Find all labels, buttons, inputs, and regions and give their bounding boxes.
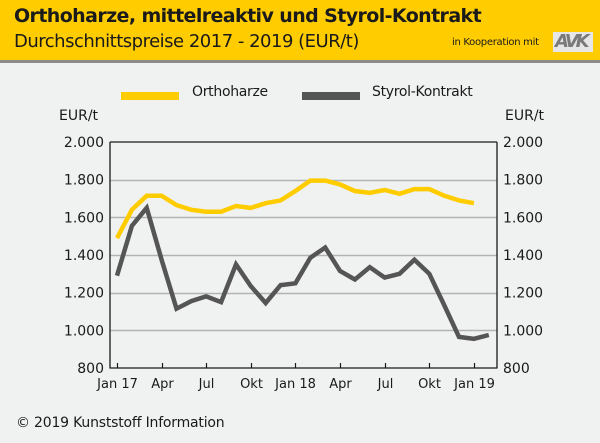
x-tick-label: Jul [377, 377, 394, 392]
x-tick-label: Jul [198, 377, 215, 392]
axis-labels: 800 800 1.000 1.000 1.200 1.200 1.400 1.400 1.60… [64, 135, 543, 392]
y-tick-label-left: 1.800 [64, 173, 104, 189]
x-tick-label: Jan 19 [453, 377, 495, 392]
y-tick-label-left: 1.400 [64, 248, 104, 264]
chart-title: Orthoharze, mittelreaktiv und Styrol-Kon… [14, 5, 482, 27]
chart-subtitle: Durchschnittspreise 2017 - 2019 (EUR/t) [14, 31, 359, 52]
gridlines [110, 179, 497, 332]
x-tick-label: Apr [151, 377, 174, 392]
y-tick-label-right: 2.000 [503, 135, 543, 151]
y-tick-label-left: 1.000 [64, 323, 104, 339]
avk-logo: AVK [553, 31, 593, 52]
x-tick-label: Jan 17 [96, 377, 138, 392]
x-tick-label: Okt [240, 377, 263, 392]
x-tick-label: Okt [418, 377, 441, 392]
y-tick-label-left: 800 [77, 361, 104, 377]
y-tick-label-right: 1.400 [503, 248, 543, 264]
legend-label-styrol: Styrol-Kontrakt [372, 84, 473, 100]
cooperation-text: in Kooperation mit [452, 37, 539, 48]
legend-swatch-styrol [302, 92, 360, 100]
y-tick-label-right: 1.800 [503, 173, 543, 189]
copyright-footer: © 2019 Kunststoff Information [16, 415, 225, 431]
series-line-styrol [114, 203, 490, 342]
y-tick-label-left: 2.000 [64, 135, 104, 151]
y-tick-label-right: 1.000 [503, 323, 543, 339]
series-lines [114, 178, 490, 342]
y-tick-label-left: 1.600 [64, 210, 104, 226]
y-tick-label-left: 1.200 [64, 286, 104, 302]
chart-header: Orthoharze, mittelreaktiv und Styrol-Kon… [0, 0, 600, 63]
x-tick-label: Apr [329, 377, 352, 392]
x-tick-label: Jan 18 [274, 377, 316, 392]
y-tick-label-right: 1.200 [503, 286, 543, 302]
y-axis-unit-right: EUR/t [505, 108, 545, 124]
avk-logo-text: AVK [555, 31, 590, 52]
y-tick-label-right: 800 [503, 361, 530, 377]
series-line-orthoharze [115, 178, 475, 240]
axes [109, 141, 498, 369]
legend-label-orthoharze: Orthoharze [192, 84, 268, 100]
y-tick-label-right: 1.600 [503, 210, 543, 226]
legend-swatch-orthoharze [121, 92, 179, 100]
y-axis-unit-left: EUR/t [59, 108, 99, 124]
